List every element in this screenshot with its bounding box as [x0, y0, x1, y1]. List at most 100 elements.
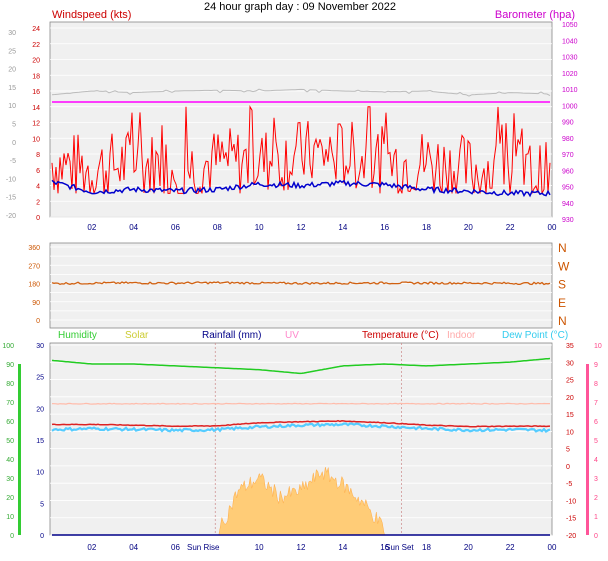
baro-tick-label: 950 — [562, 185, 574, 192]
humidity-scale-bar — [18, 364, 21, 535]
temperature-tick-label: -5 — [566, 481, 572, 488]
rain-tick-label: 20 — [36, 406, 44, 413]
compass-label: N — [558, 241, 567, 255]
humidity-tick-label: 100 — [2, 343, 14, 350]
legend-item: Temperature (°C) — [362, 330, 439, 341]
direction-plot-area — [49, 242, 553, 329]
compass-label: E — [558, 296, 566, 310]
wind-tick-label: 2 — [36, 199, 40, 206]
wind-tick-label: 20 — [32, 58, 40, 65]
x-tick-label: 22 — [506, 223, 515, 232]
wind-outer-tick-label: 15 — [8, 85, 16, 92]
compass-label: W — [558, 259, 570, 273]
legend-item: UV — [285, 330, 299, 341]
humidity-tick-label: 90 — [6, 362, 14, 369]
rain-tick-label: 5 — [40, 501, 44, 508]
wind-outer-tick-label: 25 — [8, 48, 16, 55]
baro-tick-label: 930 — [562, 217, 574, 224]
temperature-tick-label: 5 — [566, 447, 570, 454]
series-line — [51, 419, 551, 428]
direction-tick-label: 360 — [28, 245, 40, 252]
x-tick-label: 06 — [171, 223, 180, 232]
x-tick-label: 04 — [129, 543, 138, 552]
direction-tick-label: 180 — [28, 282, 40, 289]
sunset-label: Sun Set — [385, 543, 414, 552]
legend-item: Indoor — [447, 330, 476, 341]
temperature-tick-label: 30 — [566, 360, 574, 367]
wind-tick-label: 0 — [36, 215, 40, 222]
uv-tick-label: 1 — [594, 514, 598, 521]
wind-outer-tick-label: -10 — [6, 176, 16, 183]
uv-scale-bar — [586, 364, 589, 535]
x-tick-label: 16 — [380, 543, 389, 552]
legend-item: Humidity — [58, 330, 97, 341]
baro-axis-label: Barometer (hpa) — [495, 9, 575, 21]
temperature-tick-label: 35 — [566, 343, 574, 350]
wind-tick-label: 24 — [32, 26, 40, 33]
temperature-tick-label: -15 — [566, 516, 576, 523]
series-line — [51, 105, 551, 194]
humidity-tick-label: 10 — [6, 514, 14, 521]
wind-outer-tick-label: 20 — [8, 67, 16, 74]
uv-tick-label: 5 — [594, 438, 598, 445]
series-line — [51, 88, 551, 97]
x-tick-label: 14 — [338, 223, 347, 232]
wind-outer-tick-label: 30 — [8, 30, 16, 37]
x-tick-label: 20 — [464, 223, 473, 232]
rain-tick-label: 0 — [40, 533, 44, 540]
temperature-tick-label: -20 — [566, 533, 576, 540]
direction-series — [51, 281, 551, 286]
wind-tick-label: 22 — [32, 42, 40, 49]
x-tick-label: 12 — [297, 543, 306, 552]
x-tick-label: 00 — [548, 223, 557, 232]
wind-outer-y-ticks: 30 25 20 15 10 5 0 -5 -10 -15 -20 — [6, 30, 16, 220]
humidity-tick-label: 40 — [6, 457, 14, 464]
baro-tick-label: 990 — [562, 120, 574, 127]
x-tick-label: 04 — [129, 223, 138, 232]
temperature-tick-label: 20 — [566, 395, 574, 402]
uv-tick-label: 2 — [594, 495, 598, 502]
wind-tick-label: 8 — [36, 152, 40, 159]
wind-outer-tick-label: 5 — [12, 122, 16, 129]
temperature-tick-label: 10 — [566, 429, 574, 436]
baro-tick-label: 1010 — [562, 87, 578, 94]
uv-tick-label: 0 — [594, 533, 598, 540]
x-tick-label: 06 — [171, 543, 180, 552]
temperature-tick-label: 25 — [566, 378, 574, 385]
baro-tick-label: 1030 — [562, 55, 578, 62]
x-tick-label: 00 — [548, 543, 557, 552]
rain-tick-label: 15 — [36, 438, 44, 445]
x-tick-label: 16 — [380, 223, 389, 232]
direction-tick-label: 270 — [28, 263, 40, 270]
humidity-tick-label: 80 — [6, 381, 14, 388]
temperature-tick-label: -10 — [566, 498, 576, 505]
wind-outer-tick-label: -20 — [6, 213, 16, 220]
x-tick-label: 20 — [464, 543, 473, 552]
wind-series — [51, 88, 551, 198]
wind-tick-label: 12 — [32, 121, 40, 128]
x-tick-label: 22 — [506, 543, 515, 552]
compass-label: S — [558, 278, 566, 292]
x-tick-label: 10 — [255, 223, 264, 232]
temp-series — [51, 357, 551, 536]
sunrise-label: Sun Rise — [187, 543, 220, 552]
rain-y-ticks: 30 25 20 15 10 5 0 — [36, 343, 44, 540]
compass-label: N — [558, 314, 567, 328]
series-line — [51, 402, 550, 405]
series-line — [51, 357, 551, 375]
legend-item: Rainfall (mm) — [202, 330, 261, 341]
uv-tick-label: 9 — [594, 362, 598, 369]
humidity-tick-label: 0 — [10, 533, 14, 540]
rain-tick-label: 30 — [36, 343, 44, 350]
baro-tick-label: 940 — [562, 201, 574, 208]
x-tick-label: 02 — [87, 223, 96, 232]
baro-tick-label: 980 — [562, 136, 574, 143]
wind-gridlines — [50, 27, 552, 218]
baro-y-ticks: 1050 1040 1030 1020 1010 1000 990 980 970 960 950 9… — [562, 22, 578, 224]
uv-tick-label: 7 — [594, 400, 598, 407]
